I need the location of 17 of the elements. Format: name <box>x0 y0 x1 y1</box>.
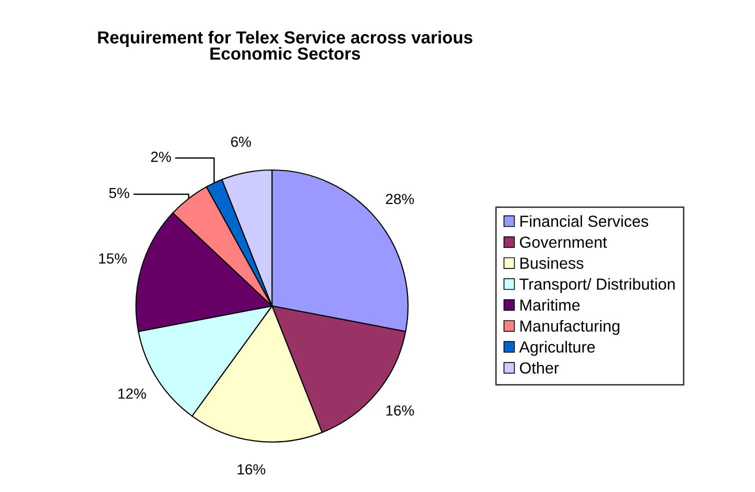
legend-label: Business <box>520 257 584 269</box>
legend-label: Manufacturing <box>520 320 620 335</box>
legend-label: Financial Services <box>520 215 648 227</box>
legend-label: Transport/ Distribution <box>520 278 675 293</box>
data-label: 12% <box>118 388 146 399</box>
legend-label: Other <box>520 362 559 374</box>
data-label: 2% <box>151 152 171 162</box>
data-label: 16% <box>238 464 266 475</box>
legend-label: Maritime <box>520 299 580 311</box>
data-label: 6% <box>231 136 251 147</box>
data-label: 15% <box>99 253 127 264</box>
legend-label: Agriculture <box>519 340 595 356</box>
chart-title: Requirement for Telex Service across various Economic Sectors <box>98 30 472 60</box>
data-label: 5% <box>109 188 130 198</box>
legend-label: Government <box>520 236 607 248</box>
data-label: 16% <box>386 405 414 416</box>
data-label: 28% <box>386 194 414 204</box>
